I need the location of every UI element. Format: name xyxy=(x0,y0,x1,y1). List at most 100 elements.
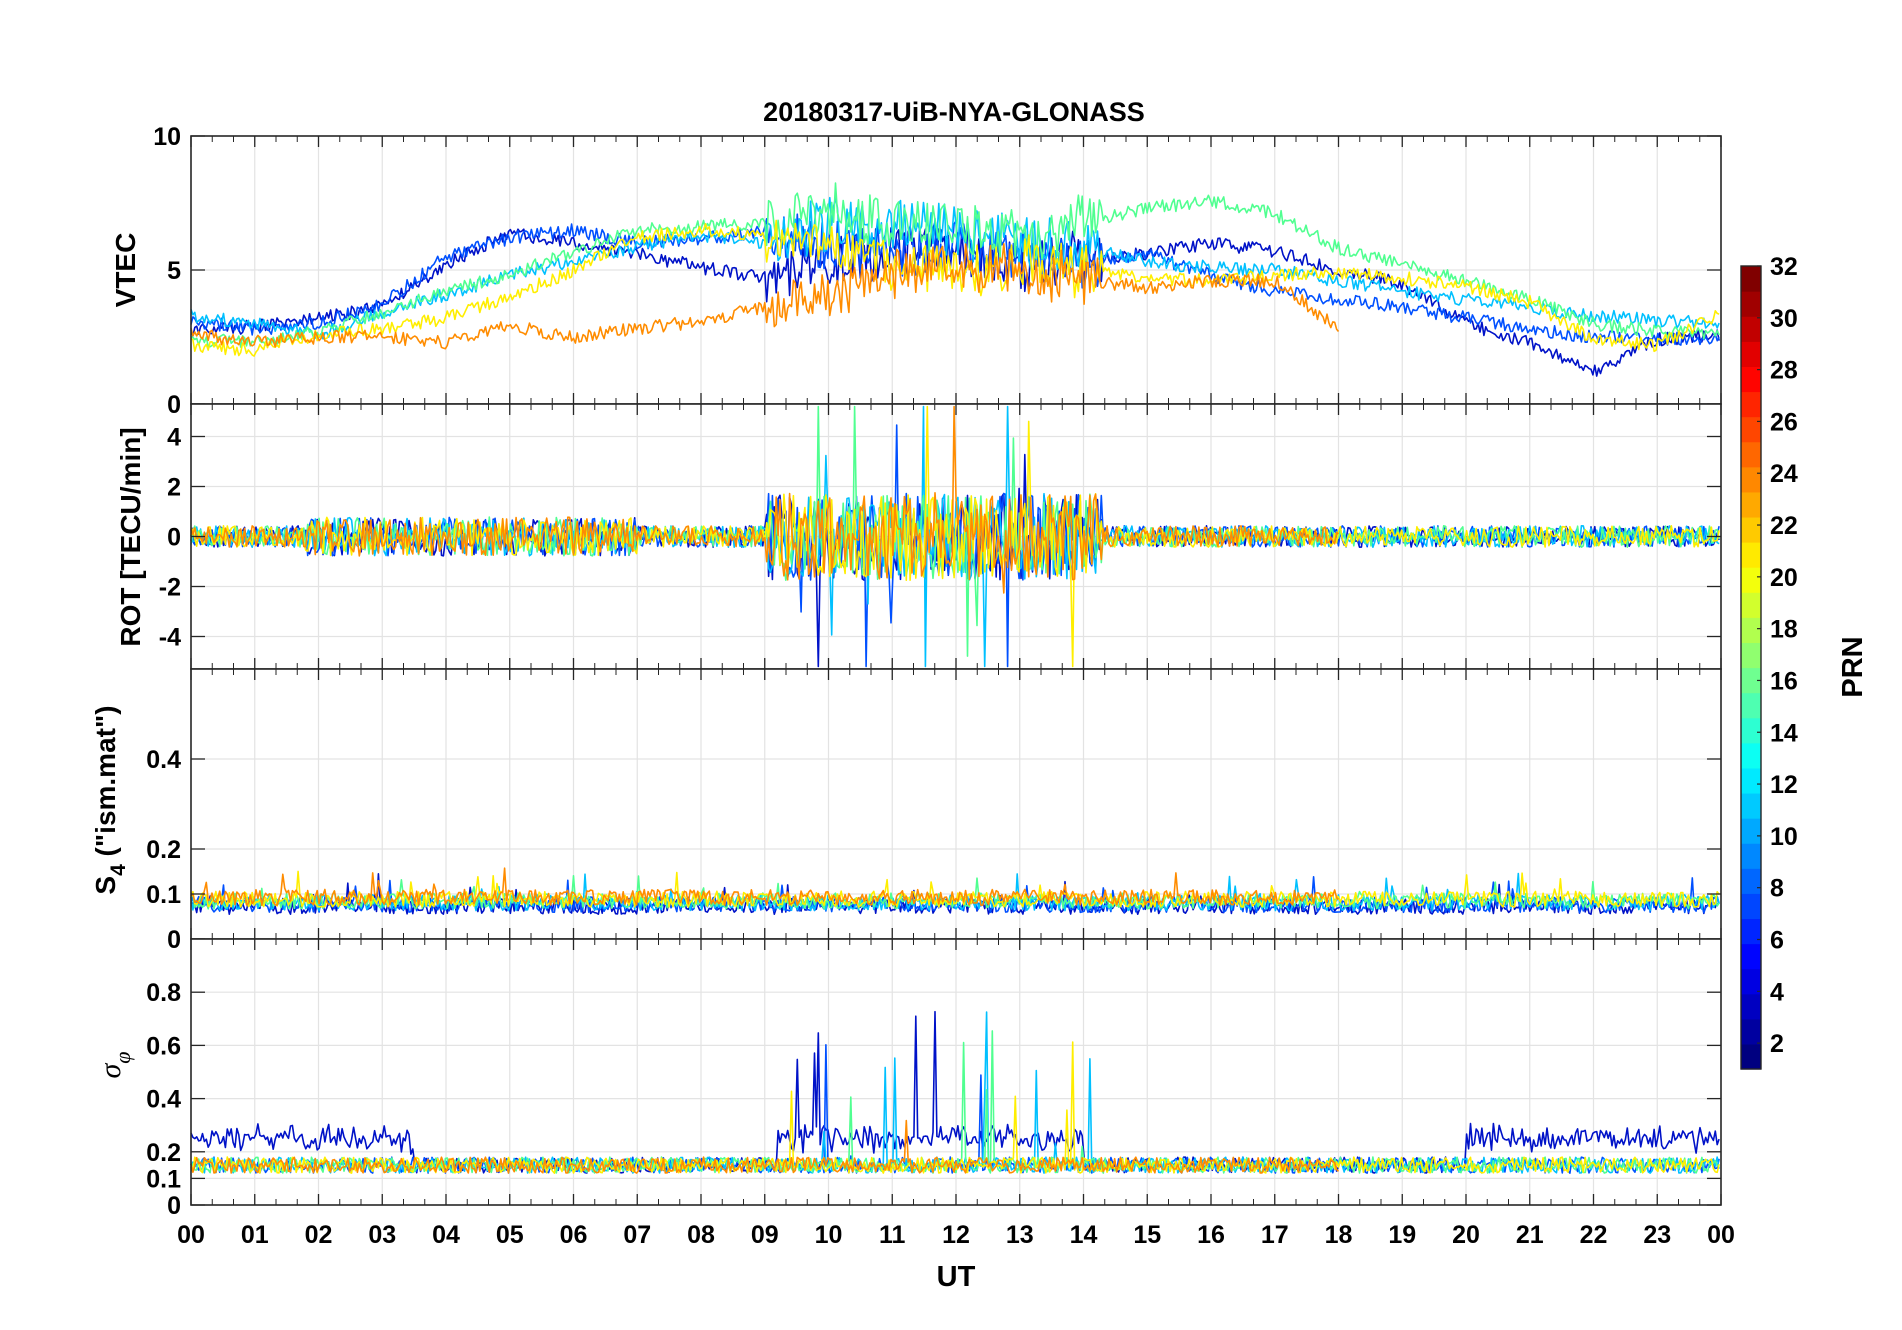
colorbar-step xyxy=(1741,642,1761,669)
colorbar-step xyxy=(1741,943,1761,970)
y-tick-label: -2 xyxy=(159,574,181,602)
x-tick-label: 18 xyxy=(1325,1221,1353,1249)
panel-sigma-ticks: 00.10.2 0.4 0.6 0.8 xyxy=(146,939,1722,1220)
y-tick-label: -4 xyxy=(159,624,181,652)
colorbar-step xyxy=(1741,993,1761,1020)
x-tick-label: 10 xyxy=(815,1221,843,1249)
x-tick-label: 03 xyxy=(368,1221,396,1249)
x-tick-label: 00 xyxy=(1707,1221,1735,1249)
colorbar-tick-label: 28 xyxy=(1770,357,1798,385)
colorbar-step xyxy=(1741,868,1761,894)
x-tick-label: 17 xyxy=(1261,1221,1289,1249)
s4-label-sub: 4 xyxy=(107,864,130,876)
y-tick-label: 4 xyxy=(167,424,181,452)
colorbar-step xyxy=(1741,316,1761,342)
series-line-prn-23 xyxy=(190,1119,1340,1174)
panel-rot-ylabel: ROT [TECU/min] xyxy=(115,427,146,646)
chart-title: 20180317-UiB-NYA-GLONASS xyxy=(763,97,1145,127)
colorbar-tick-label: 18 xyxy=(1770,616,1798,644)
panel-sigma-ylabel: σφ xyxy=(94,1052,135,1079)
x-tick-label: 14 xyxy=(1070,1221,1098,1249)
x-tick-label: 02 xyxy=(305,1221,333,1249)
panel-s4-ticks: 0 0.1 0.2 0.4 xyxy=(146,669,1722,954)
colorbar-step xyxy=(1741,742,1761,769)
y-tick-label: 2 xyxy=(167,474,181,502)
colorbar-tick-label: 22 xyxy=(1770,512,1798,540)
colorbar-step xyxy=(1741,893,1761,920)
colorbar-tick-label: 12 xyxy=(1770,771,1798,799)
colorbar-tick-label: 4 xyxy=(1770,978,1784,1006)
colorbar-tick-label: 32 xyxy=(1770,253,1798,281)
x-tick-label: 20 xyxy=(1452,1221,1480,1249)
colorbar-step xyxy=(1741,516,1761,543)
y-tick-label: 0.6 xyxy=(146,1032,181,1060)
colorbar-step xyxy=(1741,391,1761,418)
colorbar-gradient xyxy=(1741,266,1761,1070)
colorbar-step xyxy=(1741,818,1761,844)
colorbar-step xyxy=(1741,291,1761,317)
colorbar-step xyxy=(1741,717,1761,744)
panel-rot: -4 -2 0 2 4 ROT [TECU/min] xyxy=(115,403,1722,670)
panel-s4-ylabel: S4 ("ism.mat") xyxy=(90,705,130,894)
x-tick-label: 22 xyxy=(1580,1221,1608,1249)
panel-sigma-phi: 00.10.2 0.4 0.6 0.8 σφ xyxy=(94,938,1722,1220)
y-tick-label: 0.2 xyxy=(146,1139,181,1167)
x-tick-label: 13 xyxy=(1006,1221,1034,1249)
y-tick-label: 0 xyxy=(167,926,181,954)
colorbar-step xyxy=(1741,441,1761,468)
colorbar-tick-label: 16 xyxy=(1770,667,1798,695)
panel-s4-grid xyxy=(191,669,1721,939)
x-tick-label: 06 xyxy=(560,1221,588,1249)
x-tick-label: 12 xyxy=(942,1221,970,1249)
y-tick-label: 0 xyxy=(167,391,181,419)
x-tick-label: 19 xyxy=(1388,1221,1416,1249)
x-tick-label: 07 xyxy=(623,1221,651,1249)
panel-rot-plot-area xyxy=(190,405,1720,668)
series-line-prn-23 xyxy=(190,867,1339,906)
y-tick-label: 0.4 xyxy=(146,746,181,774)
colorbar-step xyxy=(1741,1018,1761,1045)
x-tick-label: 09 xyxy=(751,1221,779,1249)
panel-vtec-ticks: 0 5 10 xyxy=(153,123,1722,419)
colorbar-step xyxy=(1741,366,1761,393)
y-tick-label: 0 xyxy=(167,524,181,552)
colorbar-label: PRN xyxy=(1837,636,1869,697)
y-tick-label: 0.1 xyxy=(146,1165,181,1193)
colorbar-tick-label: 2 xyxy=(1770,1030,1784,1058)
colorbar-tick-label: 30 xyxy=(1770,305,1798,333)
x-tick-label: 01 xyxy=(241,1221,269,1249)
s4-label-rest: ("ism.mat") xyxy=(90,705,121,864)
colorbar-step xyxy=(1741,491,1761,518)
x-tick-labels: 00 01 02 03 04 05 06 07 08 09 10 11 12 13 14 15 16 17 18 19… xyxy=(177,1221,1735,1249)
colorbar-step xyxy=(1741,792,1761,819)
colorbar-step xyxy=(1741,667,1761,694)
colorbar-tick-label: 6 xyxy=(1770,926,1784,954)
x-tick-label: 04 xyxy=(432,1221,460,1249)
y-tick-label: 10 xyxy=(153,123,181,151)
series-line-prn-11 xyxy=(190,196,1720,340)
y-tick-label: 0.1 xyxy=(146,881,181,909)
x-tick-label: 21 xyxy=(1516,1221,1544,1249)
colorbar-step xyxy=(1741,918,1761,945)
colorbar-step xyxy=(1741,692,1761,719)
colorbar-step xyxy=(1741,466,1761,493)
series-line-prn-20 xyxy=(190,405,1720,668)
panel-vtec: 0 5 10 VTEC xyxy=(110,123,1722,419)
s4-label-main: S xyxy=(90,876,121,895)
colorbar-tick-label: 24 xyxy=(1770,460,1798,488)
panel-s4: 0 0.1 0.2 0.4 S4 ("ism.mat") xyxy=(90,668,1722,954)
y-tick-label: 0.2 xyxy=(146,836,181,864)
x-tick-label: 23 xyxy=(1643,1221,1671,1249)
y-tick-label: 5 xyxy=(167,257,181,285)
sigma-label-main: σ xyxy=(94,1062,127,1078)
series-line-prn-16 xyxy=(190,1030,1720,1174)
panel-s4-plot-area xyxy=(190,867,1720,915)
x-tick-label: 08 xyxy=(687,1221,715,1249)
panel-sigma-plot-area xyxy=(190,1010,1720,1174)
colorbar-step xyxy=(1741,767,1761,794)
colorbar-step xyxy=(1741,341,1761,367)
colorbar-frame xyxy=(1740,265,1762,1070)
colorbar-step xyxy=(1741,1043,1761,1070)
